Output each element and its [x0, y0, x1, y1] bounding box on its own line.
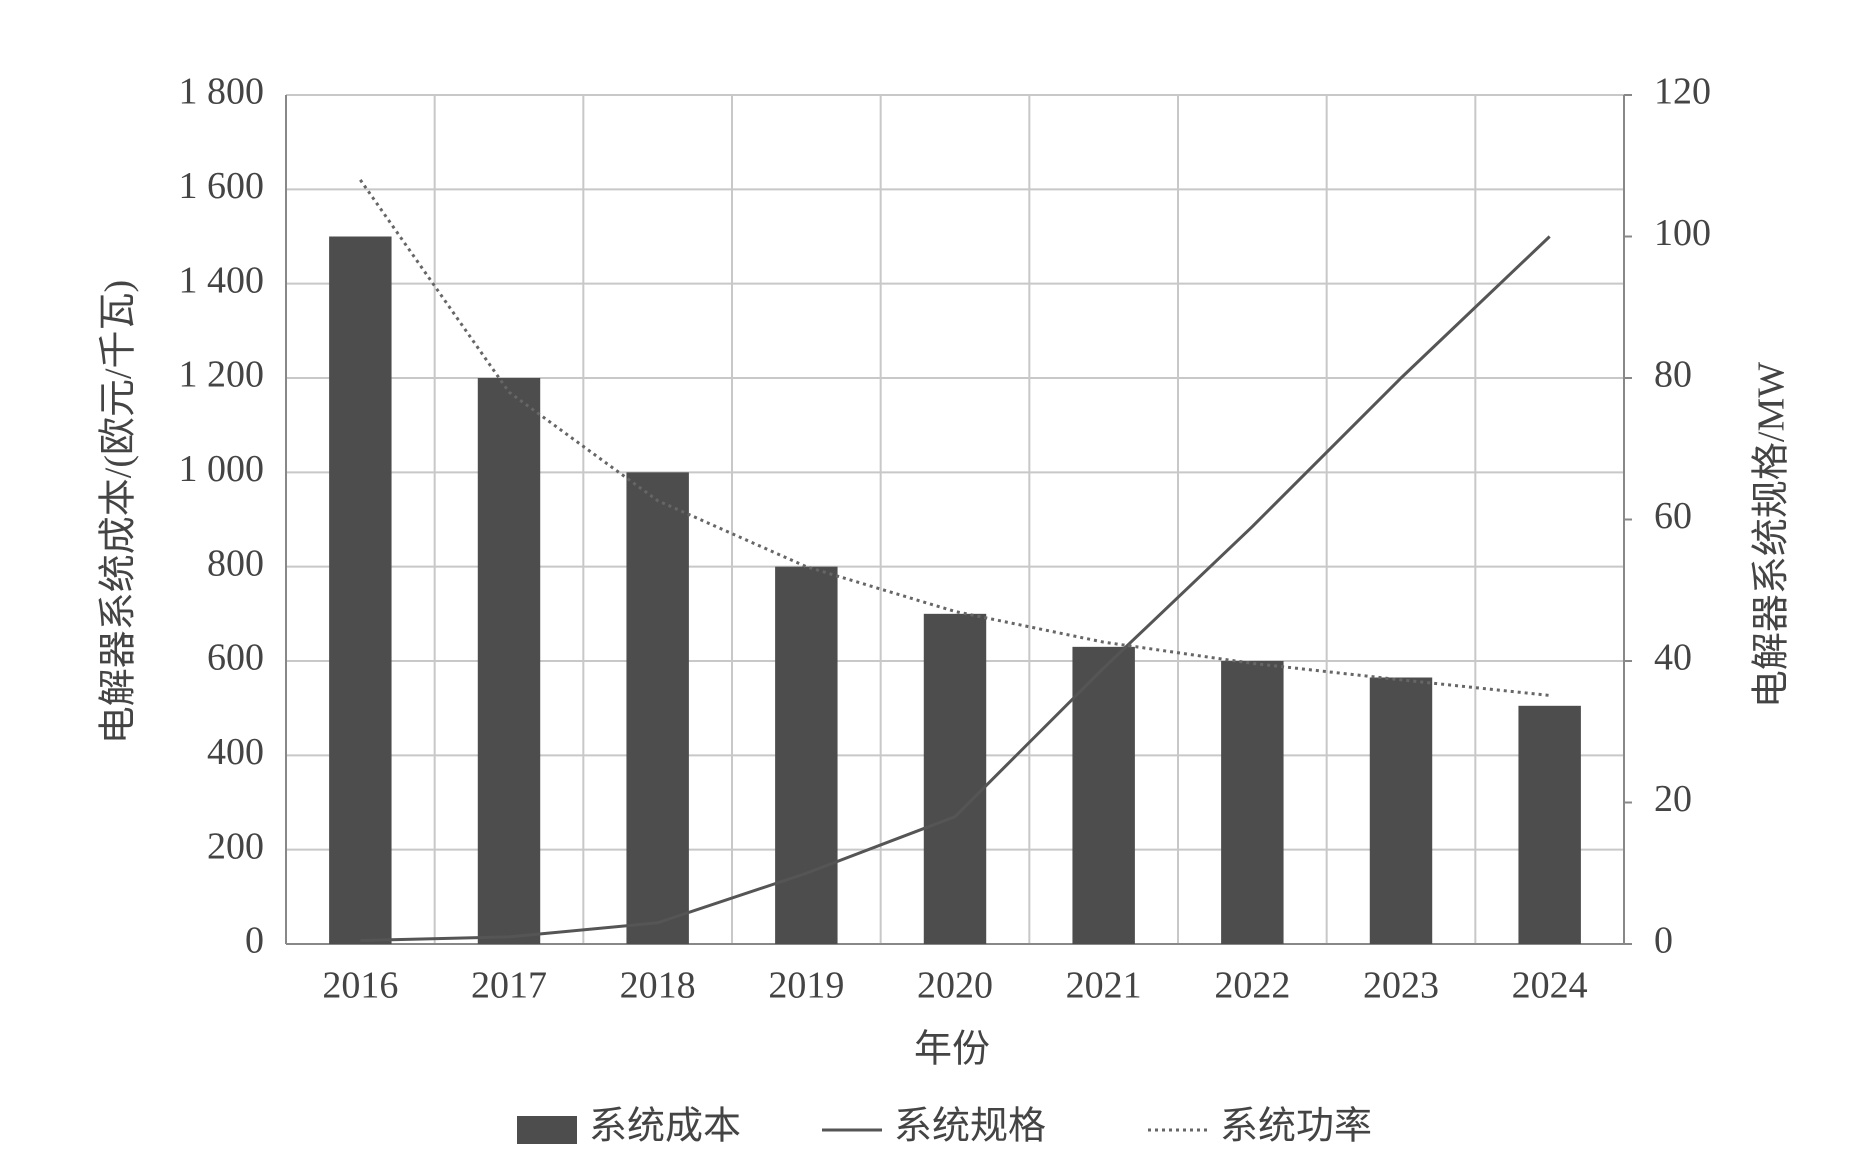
y2-tick-label: 20	[1654, 778, 1692, 820]
y2-tick-label: 0	[1654, 920, 1673, 962]
bar	[477, 378, 541, 944]
x-tick-label: 2018	[620, 965, 696, 1007]
y2-axis-title: 电解器系统规格/MW	[1751, 362, 1793, 708]
bar	[626, 472, 689, 944]
y2-tick-label: 80	[1654, 354, 1692, 396]
line	[360, 235, 1551, 942]
trend-line	[359, 179, 1550, 697]
bar	[329, 236, 392, 944]
x-tick-label: 2024	[1512, 965, 1588, 1007]
y-tick-label: 200	[207, 825, 264, 867]
y-tick-label: 1 400	[179, 259, 265, 301]
y-tick-label: 0	[245, 920, 264, 962]
x-axis-title: 年份	[914, 1029, 990, 1071]
x-tick-label: 2019	[768, 965, 844, 1007]
y-tick-label: 800	[207, 542, 264, 584]
y-tick-label: 1 000	[179, 448, 265, 490]
x-tick-label: 2017	[471, 965, 547, 1007]
y-tick-label: 1 600	[179, 165, 265, 207]
x-tick-label: 2023	[1363, 965, 1439, 1007]
bar	[1369, 677, 1433, 944]
legend-label: 系统规格	[894, 1106, 1046, 1148]
bar	[1221, 661, 1284, 944]
x-tick-label: 2020	[917, 965, 993, 1007]
legend-swatch	[517, 1116, 577, 1144]
y-tick-label: 600	[207, 637, 264, 679]
legend-label: 系统成本	[589, 1106, 741, 1148]
y-tick-label: 1 800	[179, 71, 265, 113]
bar	[775, 566, 838, 944]
y2-tick-label: 100	[1654, 212, 1711, 254]
x-tick-label: 2016	[322, 965, 398, 1007]
bar	[923, 613, 987, 944]
y2-tick-label: 40	[1654, 637, 1692, 679]
y-tick-label: 400	[207, 731, 264, 773]
legend-label: 系统功率	[1220, 1106, 1372, 1148]
x-tick-label: 2021	[1066, 965, 1142, 1007]
bar	[1072, 646, 1135, 944]
x-tick-label: 2022	[1214, 965, 1290, 1007]
y-tick-label: 1 200	[179, 354, 265, 396]
y2-tick-label: 60	[1654, 495, 1692, 537]
y-axis-title: 电解器系统成本/(欧元/千瓦)	[98, 280, 140, 744]
y2-tick-label: 120	[1654, 71, 1711, 113]
bar	[1518, 705, 1581, 944]
